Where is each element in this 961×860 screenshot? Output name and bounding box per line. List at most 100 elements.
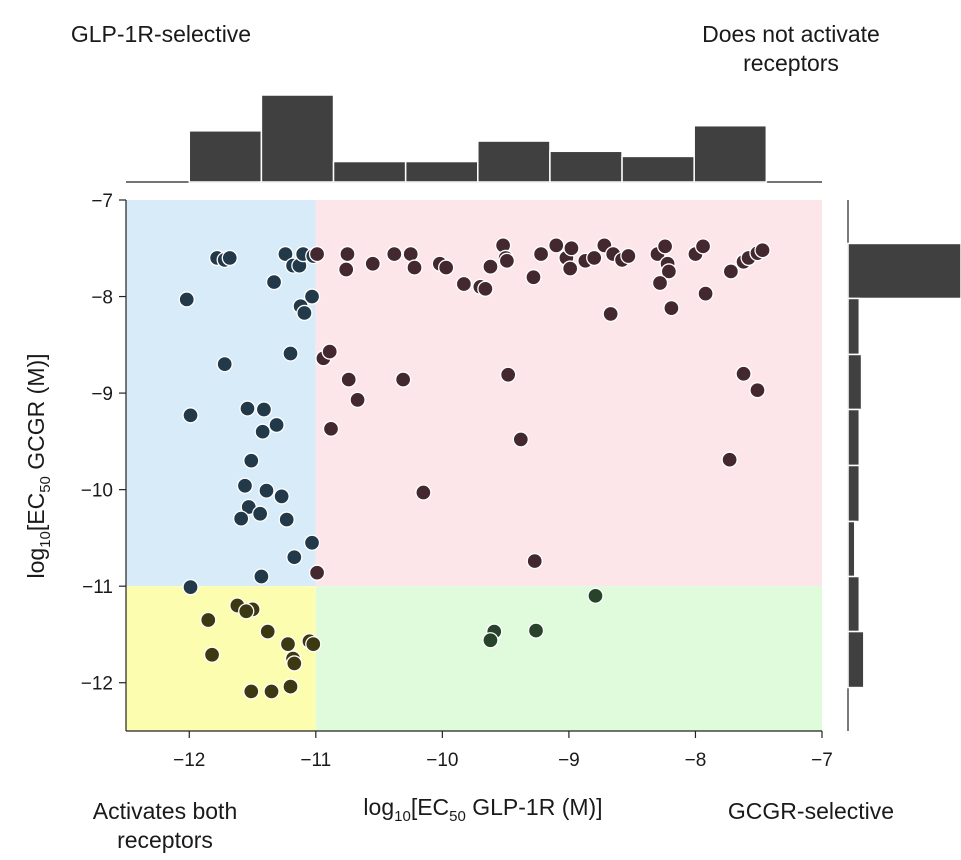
top-histogram-bar xyxy=(188,130,263,183)
scatter-point xyxy=(282,678,299,695)
scatter-point xyxy=(694,238,712,255)
right-histogram-bar xyxy=(847,353,863,411)
scatter-point xyxy=(178,291,195,308)
scatter-point xyxy=(239,400,256,417)
top-histogram xyxy=(126,94,822,183)
x-axis-label: log10[EC50 GLP-1R (M)] xyxy=(363,794,602,825)
scatter-point xyxy=(236,477,254,494)
scatter-point xyxy=(406,259,423,276)
scatter-point xyxy=(233,510,250,527)
region-backgrounds xyxy=(126,200,822,731)
scatter-point xyxy=(660,263,678,280)
scatter-point xyxy=(415,484,432,501)
scatter-point xyxy=(562,260,579,277)
scatter-point xyxy=(277,245,294,263)
scatter-point xyxy=(721,451,738,468)
scatter-point xyxy=(586,249,603,267)
corner-label-bottom-right: GCGR-selective xyxy=(727,798,895,824)
region-gcgr-selective xyxy=(315,586,822,731)
scatter-point xyxy=(749,382,766,399)
scatter-point xyxy=(500,366,517,383)
scatter-point xyxy=(438,259,455,276)
corner-label-top-left: GLP-1R-selective xyxy=(70,21,252,47)
x-tick-label: −12 xyxy=(173,750,205,771)
y-tick-label: −10 xyxy=(81,481,113,502)
right-histogram-bar xyxy=(847,297,861,356)
x-tick-label: −10 xyxy=(426,750,458,771)
top-histogram-bar xyxy=(693,124,768,183)
scatter-point xyxy=(482,258,499,275)
scatter-point xyxy=(279,635,297,653)
scatter-point xyxy=(243,452,260,469)
y-axis-label: log10[EC50 GCGR (M)] xyxy=(23,353,54,578)
scatter-point xyxy=(286,549,303,566)
right-histogram-bar xyxy=(847,630,865,689)
scatter-point xyxy=(282,345,299,362)
scatter-point xyxy=(243,683,260,700)
scatter-point xyxy=(620,247,637,265)
right-histogram-bar xyxy=(847,575,861,633)
scatter-point xyxy=(259,623,276,640)
scatter-point xyxy=(563,240,580,257)
region-activates-both-receptors xyxy=(126,586,316,731)
scatter-point xyxy=(722,263,740,280)
scatter-point xyxy=(253,568,270,585)
scatter-point xyxy=(221,249,238,267)
right-histogram-bar xyxy=(847,464,861,523)
corner-label-bottom-left: Activates both receptors xyxy=(92,798,238,853)
scatter-points xyxy=(178,237,771,700)
scatter-point xyxy=(587,587,604,604)
top-histogram-bar xyxy=(332,160,407,183)
scatter-point xyxy=(308,564,326,581)
scatter-point xyxy=(263,683,280,700)
y-tick-label: −11 xyxy=(82,577,113,598)
top-histogram-bar xyxy=(621,155,695,183)
top-histogram-bar xyxy=(549,150,623,183)
corner-label-top-right: Does not activate receptors xyxy=(702,21,880,76)
x-tick-label: −11 xyxy=(300,750,331,771)
right-histogram-bar xyxy=(847,520,856,578)
scatter-point xyxy=(498,252,516,269)
x-tick-label: −7 xyxy=(811,750,833,771)
scatter-point xyxy=(340,371,357,388)
scatter-point xyxy=(182,407,199,424)
scatter-point xyxy=(321,343,338,360)
scatter-point xyxy=(349,391,366,408)
top-histogram-bar xyxy=(404,160,479,183)
scatter-point xyxy=(663,299,680,317)
scatter-point xyxy=(526,552,543,570)
scatter-point xyxy=(238,603,255,620)
scatter-point xyxy=(338,261,355,278)
scatter-point xyxy=(251,505,269,522)
scatter-point xyxy=(735,365,752,382)
scatter-point xyxy=(216,355,233,373)
scatter-point xyxy=(754,242,771,259)
scatter-point xyxy=(525,269,542,286)
right-histogram-bar xyxy=(847,408,861,467)
scatter-point xyxy=(477,280,494,297)
axes: −12 −11 −10 −9 −8 −7 −7 −8 −9 −10 −11 −12 xyxy=(81,191,833,771)
scatter-point xyxy=(532,245,550,263)
scatter-point xyxy=(386,245,403,263)
scatter-point xyxy=(305,635,322,653)
scatter-point xyxy=(394,371,412,388)
scatter-point xyxy=(278,511,295,528)
scatter-point xyxy=(265,273,283,291)
scatter-point xyxy=(602,305,619,323)
top-histogram-bar xyxy=(477,140,551,183)
scatter-point xyxy=(512,431,529,448)
scatter-point xyxy=(697,285,714,302)
scatter-point xyxy=(651,274,669,292)
x-tick-label: −9 xyxy=(558,750,580,771)
scatter-point xyxy=(286,655,303,672)
scatter-point xyxy=(203,646,221,663)
scatter-point xyxy=(656,238,674,255)
scatter-point xyxy=(273,488,290,505)
right-histogram-bar xyxy=(847,242,961,300)
scatter-point xyxy=(322,420,340,437)
scatter-point xyxy=(296,304,313,322)
x-tick-label: −8 xyxy=(685,750,707,771)
scatter-point xyxy=(339,245,356,263)
scatter-point xyxy=(482,632,499,649)
